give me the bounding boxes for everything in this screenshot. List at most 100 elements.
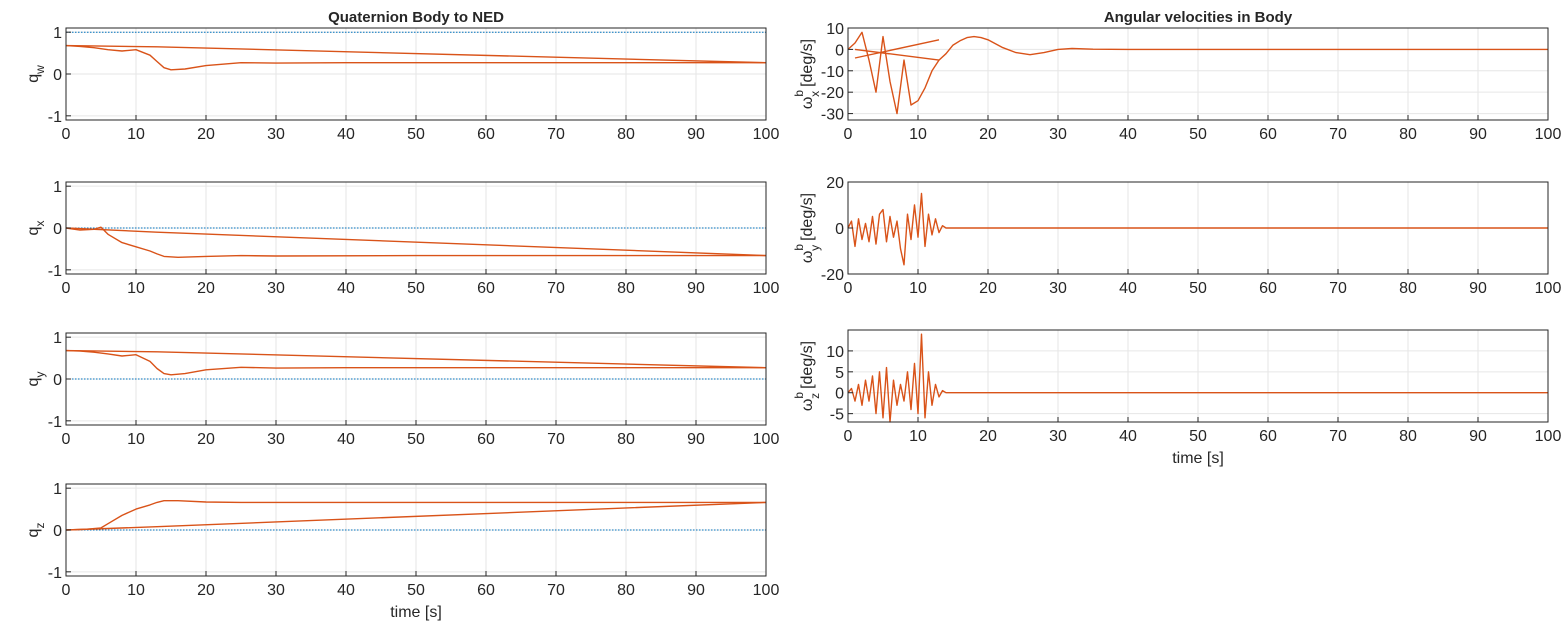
x-tick-label: 70 (1329, 126, 1347, 143)
x-tick-label: 20 (979, 428, 997, 445)
series-line-3 (65, 501, 767, 531)
x-tick-label: 0 (844, 126, 853, 143)
x-tick-label: 60 (477, 582, 495, 599)
x-tick-label: 40 (1119, 428, 1137, 445)
x-tick-label: 0 (62, 126, 71, 143)
x-tick-label: 60 (1259, 126, 1277, 143)
y-tick-label: 1 (53, 179, 62, 196)
x-tick-label: 100 (753, 126, 780, 143)
series-line-2 (65, 226, 766, 258)
y-label-superscript: b (792, 244, 806, 251)
x-tick-label: 80 (617, 431, 635, 448)
series-line-2 (65, 500, 766, 531)
x-tick-label: 40 (337, 582, 355, 599)
y-label-superscript: b (792, 90, 806, 97)
x-tick-label: 80 (617, 280, 635, 297)
y-tick-label: -1 (48, 109, 62, 126)
x-tick-label: 10 (909, 428, 927, 445)
y-label-symbol: q (25, 74, 42, 83)
x-tick-label: 100 (1535, 126, 1562, 143)
x-tick-label: 30 (267, 582, 285, 599)
x-tick-label: 50 (407, 280, 425, 297)
series-line-3 (65, 349, 767, 369)
x-tick-label: 70 (547, 280, 565, 297)
y-axis-label: qw (25, 65, 47, 83)
x-tick-label: 30 (267, 126, 285, 143)
y-tick-label: 10 (826, 344, 844, 361)
x-tick-label: 80 (1399, 428, 1417, 445)
x-tick-label: 90 (687, 126, 705, 143)
x-tick-label: 50 (407, 431, 425, 448)
x-tick-label: 40 (337, 431, 355, 448)
x-tick-label: 70 (1329, 280, 1347, 297)
y-axis-label: ωb z [deg/s] (792, 341, 822, 411)
x-tick-label: 20 (197, 280, 215, 297)
x-tick-label: 100 (753, 431, 780, 448)
y-tick-label: 0 (835, 42, 844, 59)
y-label-symbol: ω (799, 251, 816, 264)
y-tick-label: 1 (53, 330, 62, 347)
x-tick-label: 60 (477, 431, 495, 448)
x-tick-label: 60 (477, 126, 495, 143)
series-line-1 (847, 333, 1548, 423)
y-tick-label: 0 (53, 523, 62, 540)
y-tick-label: 1 (53, 25, 62, 42)
axes-title: Angular velocities in Body (1104, 9, 1293, 26)
x-tick-label: 40 (1119, 126, 1137, 143)
y-tick-label: -1 (48, 565, 62, 582)
y-label-subscript: w (33, 65, 47, 75)
y-axis-label: ωb y [deg/s] (792, 193, 822, 263)
x-axis-label: time [s] (390, 604, 442, 621)
y-label-symbol: ω (799, 97, 816, 110)
y-tick-label: 5 (835, 365, 844, 382)
y-tick-label: -30 (821, 107, 844, 124)
y-label-unit: [deg/s] (799, 341, 816, 389)
x-tick-label: 20 (197, 431, 215, 448)
axes-title: Quaternion Body to NED (328, 9, 504, 26)
x-tick-label: 100 (1535, 280, 1562, 297)
y-tick-label: 0 (835, 386, 844, 403)
x-tick-label: 60 (1259, 428, 1277, 445)
series-line-2 (65, 349, 766, 376)
x-tick-label: 80 (1399, 280, 1417, 297)
x-tick-label: 70 (1329, 428, 1347, 445)
series-line-3 (65, 227, 767, 257)
x-tick-label: 10 (127, 431, 145, 448)
x-tick-label: 50 (1189, 280, 1207, 297)
x-tick-label: 90 (687, 582, 705, 599)
y-axis-label: qx (25, 221, 47, 236)
x-tick-label: 90 (687, 280, 705, 297)
x-tick-label: 70 (547, 582, 565, 599)
y-tick-label: -1 (48, 414, 62, 431)
x-tick-label: 10 (127, 582, 145, 599)
y-tick-label: 0 (53, 221, 62, 238)
y-label-subscript: y (808, 245, 822, 251)
y-tick-label: 10 (826, 21, 844, 38)
y-label-unit: [deg/s] (799, 39, 816, 87)
x-tick-label: 40 (337, 126, 355, 143)
x-tick-label: 70 (547, 431, 565, 448)
x-tick-label: 80 (617, 126, 635, 143)
x-tick-label: 30 (1049, 280, 1067, 297)
y-tick-label: -5 (830, 407, 844, 424)
x-tick-label: 100 (753, 582, 780, 599)
x-tick-label: 90 (1469, 126, 1487, 143)
x-tick-label: 30 (267, 280, 285, 297)
y-label-superscript: b (792, 392, 806, 399)
y-tick-label: -20 (821, 85, 844, 102)
x-tick-label: 80 (1399, 126, 1417, 143)
x-tick-label: 50 (1189, 428, 1207, 445)
series-line-1 (847, 31, 1548, 115)
axes-5: 0 10 20 30 40 50 60 70 80 90 100 -30 -20 -10 0 10 Angula… (792, 9, 1561, 143)
x-tick-label: 90 (1469, 280, 1487, 297)
x-tick-label: 0 (62, 582, 71, 599)
y-label-subscript: y (33, 372, 47, 378)
x-tick-label: 0 (844, 280, 853, 297)
y-label-subscript: z (33, 523, 47, 529)
x-tick-label: 50 (407, 126, 425, 143)
